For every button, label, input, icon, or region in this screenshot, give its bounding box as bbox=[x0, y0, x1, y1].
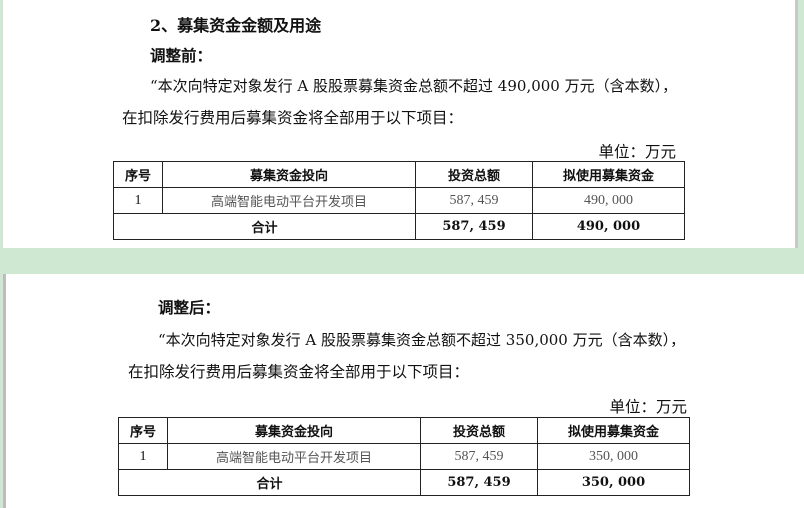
total-proceeds: 350, 000 bbox=[537, 469, 690, 496]
total-label: 合计 bbox=[118, 469, 421, 496]
table-header-row: 序号 募集资金投向 投资总额 拟使用募集资金 bbox=[118, 417, 690, 444]
cell-proceeds: 490, 000 bbox=[532, 187, 685, 214]
header-project: 募集资金投向 bbox=[162, 161, 416, 188]
cell-investment: 587, 459 bbox=[415, 187, 533, 214]
header-investment: 投资总额 bbox=[420, 417, 538, 444]
after-unit-label: 单位：万元 bbox=[609, 398, 687, 416]
table-total-row: 合计 587, 459 350, 000 bbox=[118, 469, 690, 496]
after-paragraph-line1: “本次向特定对象发行 A 股股票募集资金总额不超过 350,000 万元（含本数… bbox=[158, 331, 686, 349]
before-fund-table: 序号 募集资金投向 投资总额 拟使用募集资金 1 高端智能电动平台开发项目 58… bbox=[113, 161, 685, 240]
table-header-row: 序号 募集资金投向 投资总额 拟使用募集资金 bbox=[113, 161, 685, 188]
cell-project: 高端智能电动平台开发项目 bbox=[167, 443, 421, 470]
document-page-1: 2、募集资金金额及用途 调整前： “本次向特定对象发行 A 股股票募集资金总额不… bbox=[3, 0, 798, 248]
cell-project: 高端智能电动平台开发项目 bbox=[162, 187, 416, 214]
before-unit-label: 单位：万元 bbox=[598, 143, 676, 161]
before-label: 调整前： bbox=[150, 46, 213, 65]
after-fund-table: 序号 募集资金投向 投资总额 拟使用募集资金 1 高端智能电动平台开发项目 58… bbox=[118, 417, 690, 496]
after-label: 调整后： bbox=[158, 298, 221, 317]
cell-investment: 587, 459 bbox=[420, 443, 538, 470]
header-seq: 序号 bbox=[118, 417, 168, 444]
total-investment: 587, 459 bbox=[415, 213, 533, 240]
cell-seq: 1 bbox=[113, 187, 163, 214]
before-paragraph-line2: 在扣除发行费用后募集资金将全部用于以下项目： bbox=[122, 109, 464, 127]
total-proceeds: 490, 000 bbox=[532, 213, 685, 240]
section-title: 2、募集资金金额及用途 bbox=[150, 16, 322, 35]
cell-proceeds: 350, 000 bbox=[537, 443, 690, 470]
header-proceeds: 拟使用募集资金 bbox=[532, 161, 685, 188]
before-paragraph-line1: “本次向特定对象发行 A 股股票募集资金总额不超过 490,000 万元（含本数… bbox=[150, 77, 678, 95]
table-row: 1 高端智能电动平台开发项目 587, 459 490, 000 bbox=[113, 187, 685, 214]
header-investment: 投资总额 bbox=[415, 161, 533, 188]
header-seq: 序号 bbox=[113, 161, 163, 188]
total-label: 合计 bbox=[113, 213, 416, 240]
table-total-row: 合计 587, 459 490, 000 bbox=[113, 213, 685, 240]
cell-seq: 1 bbox=[118, 443, 168, 470]
table-row: 1 高端智能电动平台开发项目 587, 459 350, 000 bbox=[118, 443, 690, 470]
total-investment: 587, 459 bbox=[420, 469, 538, 496]
header-project: 募集资金投向 bbox=[167, 417, 421, 444]
header-proceeds: 拟使用募集资金 bbox=[537, 417, 690, 444]
after-paragraph-line2: 在扣除发行费用后募集资金将全部用于以下项目： bbox=[128, 363, 470, 381]
document-page-2: 调整后： “本次向特定对象发行 A 股股票募集资金总额不超过 350,000 万… bbox=[3, 274, 804, 508]
